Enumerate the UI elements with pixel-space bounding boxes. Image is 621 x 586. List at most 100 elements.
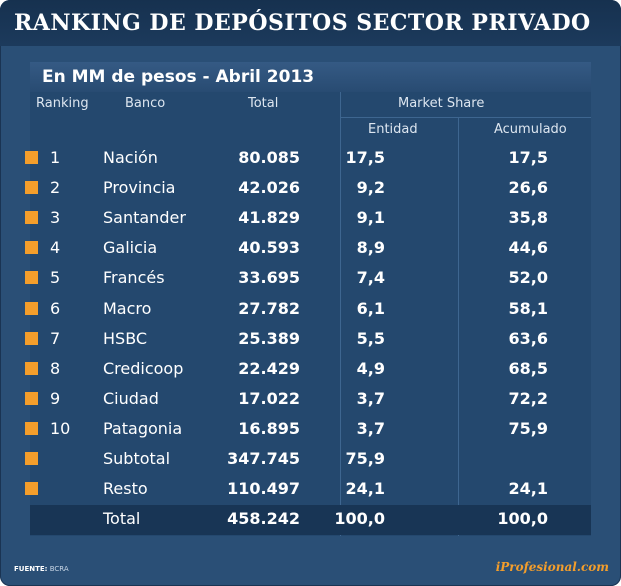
header-total: Total <box>248 96 279 111</box>
share-acumulado-cell: 26,6 <box>508 178 548 198</box>
row-marker <box>25 421 38 435</box>
share-acumulado-cell: 75,9 <box>508 418 548 438</box>
table-row: Subtotal 347.745 75,9 <box>0 444 621 474</box>
total-cell: 458.242 <box>227 509 300 529</box>
share-entidad-cell: 7,4 <box>356 268 385 288</box>
rank-cell: 3 <box>50 208 61 228</box>
share-acumulado-cell: 100,0 <box>497 509 548 529</box>
bank-cell: Nación <box>103 148 158 167</box>
page-title: RANKING DE DEPÓSITOS SECTOR PRIVADO <box>14 10 591 36</box>
table-row: 6 Macro 27.782 6,1 58,1 <box>0 294 621 324</box>
row-marker <box>25 241 38 255</box>
total-cell: 33.695 <box>238 268 300 288</box>
total-cell: 22.429 <box>238 358 300 378</box>
total-cell: 42.026 <box>238 178 300 198</box>
total-cell: 347.745 <box>227 449 300 468</box>
row-marker <box>25 452 38 465</box>
share-entidad-cell: 75,9 <box>345 449 385 468</box>
row-marker <box>25 331 38 345</box>
table-subtitle: En MM de pesos - Abril 2013 <box>42 67 315 87</box>
table-panel <box>30 62 591 536</box>
share-acumulado-cell: 68,5 <box>508 358 548 378</box>
row-marker <box>25 361 38 375</box>
row-marker <box>25 391 38 405</box>
total-row: Total 458.242 100,0 100,0 <box>0 504 621 534</box>
total-cell: 41.829 <box>238 208 300 228</box>
share-entidad-cell: 4,9 <box>356 358 385 378</box>
header-banco: Banco <box>125 96 166 111</box>
share-acumulado-cell: 17,5 <box>508 148 548 167</box>
table-row: 4 Galicia 40.593 8,9 44,6 <box>0 233 621 263</box>
row-marker <box>25 482 38 496</box>
bank-cell: Provincia <box>103 178 176 198</box>
share-entidad-cell: 9,1 <box>356 208 385 228</box>
bank-cell: Santander <box>103 208 186 228</box>
bank-cell: Patagonia <box>103 418 183 438</box>
row-marker <box>25 181 38 195</box>
table-row: 5 Francés 33.695 7,4 52,0 <box>0 263 621 293</box>
rank-cell: 1 <box>50 148 61 167</box>
share-entidad-cell: 6,1 <box>356 298 385 318</box>
row-marker <box>25 271 38 285</box>
rank-cell: 8 <box>50 358 61 378</box>
share-acumulado-cell: 35,8 <box>508 208 548 228</box>
table-row: 9 Ciudad 17.022 3,7 72,2 <box>0 384 621 414</box>
brand-logo: iProfesional.com <box>495 560 609 574</box>
total-cell: 16.895 <box>238 418 300 438</box>
row-marker <box>25 151 38 164</box>
rank-cell: 9 <box>50 388 61 408</box>
table-row: 2 Provincia 42.026 9,2 26,6 <box>0 173 621 203</box>
bank-cell: Galicia <box>103 238 158 258</box>
share-acumulado-cell: 63,6 <box>508 328 548 348</box>
table-row: 10 Patagonia 16.895 3,7 75,9 <box>0 414 621 444</box>
share-entidad-cell: 3,7 <box>356 418 385 438</box>
share-entidad-cell: 8,9 <box>356 238 385 258</box>
table-row: 3 Santander 41.829 9,1 35,8 <box>0 203 621 233</box>
rank-cell: 10 <box>50 418 71 438</box>
rank-cell: 2 <box>50 178 61 198</box>
source-note: FUENTE: BCRA <box>14 565 69 573</box>
total-cell: 110.497 <box>227 479 300 499</box>
table-row: 1 Nación 80.085 17,5 17,5 <box>0 143 621 173</box>
share-entidad-cell: 24,1 <box>345 479 385 499</box>
total-cell: 17.022 <box>238 388 300 408</box>
share-acumulado-cell: 58,1 <box>508 298 548 318</box>
share-acumulado-cell: 52,0 <box>508 268 548 288</box>
table-row: Resto 110.497 24,1 24,1 <box>0 474 621 504</box>
total-cell: 25.389 <box>238 328 300 348</box>
bank-cell: Total <box>103 509 141 529</box>
total-cell: 27.782 <box>238 298 300 318</box>
subtitle-bar: En MM de pesos - Abril 2013 <box>30 62 591 92</box>
share-entidad-cell: 100,0 <box>334 509 385 529</box>
bank-cell: HSBC <box>103 328 148 348</box>
header-entidad: Entidad <box>368 122 418 137</box>
bank-cell: Ciudad <box>103 388 159 408</box>
share-entidad-cell: 3,7 <box>356 388 385 408</box>
bank-cell: Macro <box>103 298 152 318</box>
total-cell: 80.085 <box>238 148 300 167</box>
header-ranking: Ranking <box>36 96 89 111</box>
source-value: BCRA <box>49 565 69 573</box>
share-entidad-cell: 17,5 <box>345 148 385 167</box>
grid-line <box>340 92 341 536</box>
bank-cell: Subtotal <box>103 449 171 468</box>
title-bar: RANKING DE DEPÓSITOS SECTOR PRIVADO <box>0 0 621 46</box>
header-acumulado: Acumulado <box>494 122 567 137</box>
bank-cell: Francés <box>103 268 165 288</box>
rank-cell: 6 <box>50 298 61 318</box>
share-acumulado-cell: 72,2 <box>508 388 548 408</box>
table-row: 8 Credicoop 22.429 4,9 68,5 <box>0 354 621 384</box>
bank-cell: Resto <box>103 479 148 499</box>
bank-cell: Credicoop <box>103 358 184 378</box>
row-marker <box>25 211 38 225</box>
share-entidad-cell: 5,5 <box>356 328 385 348</box>
grid-line <box>340 117 591 118</box>
rank-cell: 5 <box>50 268 61 288</box>
total-cell: 40.593 <box>238 238 300 258</box>
total-row-background <box>30 505 591 535</box>
source-label: FUENTE: <box>14 565 48 573</box>
share-acumulado-cell: 24,1 <box>508 479 548 499</box>
row-marker <box>25 301 38 315</box>
table-row: 7 HSBC 25.389 5,5 63,6 <box>0 324 621 354</box>
